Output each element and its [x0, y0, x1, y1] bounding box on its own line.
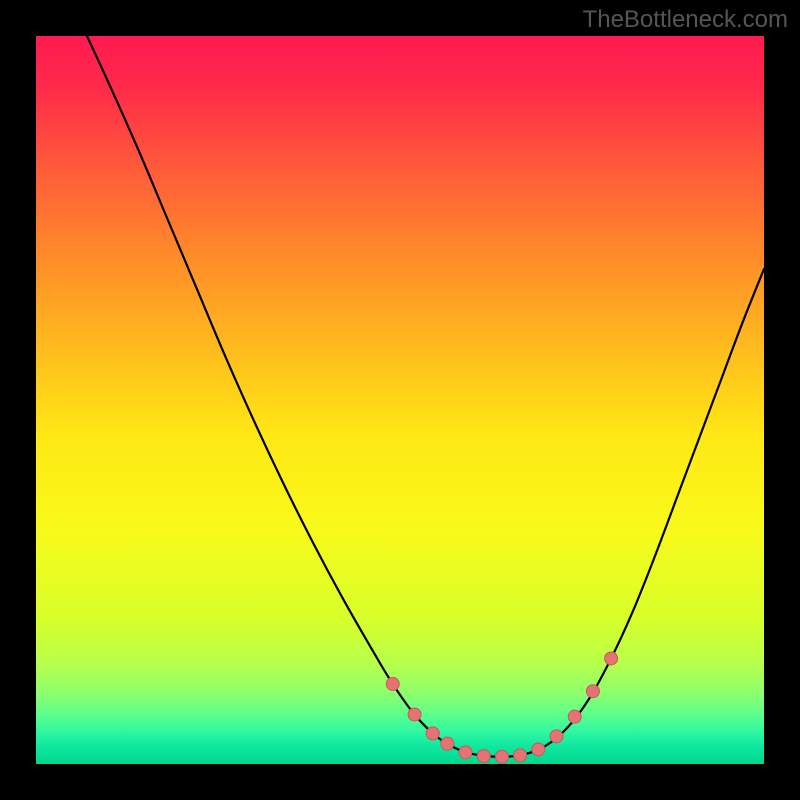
data-marker [477, 749, 490, 762]
data-marker [605, 652, 618, 665]
bottleneck-chart [36, 36, 764, 764]
data-marker [441, 737, 454, 750]
data-marker [532, 743, 545, 756]
gradient-background [36, 36, 764, 764]
data-marker [495, 750, 508, 763]
data-marker [550, 730, 563, 743]
data-marker [408, 708, 421, 721]
data-marker [459, 746, 472, 759]
data-marker [386, 677, 399, 690]
data-marker [568, 710, 581, 723]
data-marker [426, 727, 439, 740]
data-marker [514, 749, 527, 762]
watermark-text: TheBottleneck.com [583, 6, 788, 34]
data-marker [586, 685, 599, 698]
